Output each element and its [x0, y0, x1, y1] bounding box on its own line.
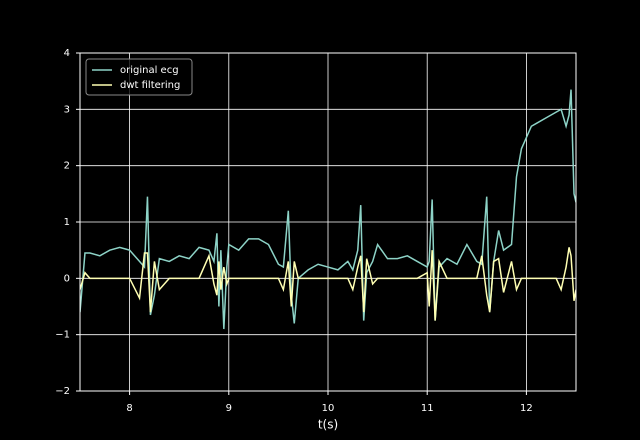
- legend-label: dwt filtering: [120, 80, 180, 91]
- y-tick-label: 2: [64, 161, 70, 172]
- y-tick-label: −2: [55, 386, 70, 397]
- y-tick-label: 4: [64, 48, 70, 59]
- y-tick-label: −1: [55, 330, 70, 341]
- x-tick-label: 9: [226, 403, 232, 414]
- x-tick-label: 10: [322, 403, 335, 414]
- y-tick-label: 3: [64, 104, 70, 115]
- y-tick-label: 0: [64, 273, 70, 284]
- x-axis-label: t(s): [318, 418, 338, 432]
- plot-frame: [79, 52, 577, 392]
- x-tick-label: 8: [126, 403, 132, 414]
- legend-label: original ecg: [120, 65, 179, 76]
- y-tick-label: 1: [64, 217, 70, 228]
- x-tick-label: 12: [520, 403, 533, 414]
- legend-box: [85, 58, 193, 96]
- x-tick-label: 11: [421, 403, 434, 414]
- series-line: [80, 89, 576, 330]
- series-line: [80, 247, 576, 321]
